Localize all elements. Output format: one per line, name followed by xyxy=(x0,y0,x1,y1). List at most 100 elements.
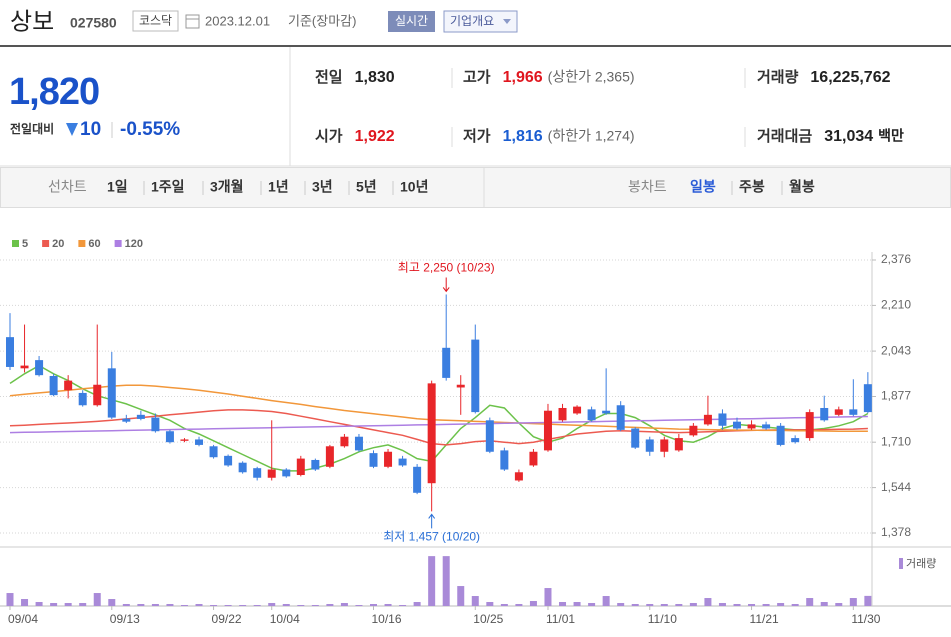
period-tab[interactable]: 3년 xyxy=(312,179,333,195)
legend-swatch xyxy=(12,240,19,247)
legend-swatch xyxy=(42,240,50,247)
chart: 2,376 2,210 2,043 1,877 1,710 1,544 1,378 09/04… xyxy=(0,238,951,626)
candle-body xyxy=(587,409,596,421)
y-tick-label: 2,043 xyxy=(881,343,911,357)
moving-average-line xyxy=(9,409,868,446)
tab-items: 1일 1주일 3개월 1년 3년 5년 10년 일봉 주봉 월봉 xyxy=(107,179,815,195)
dropdown-arrow xyxy=(503,19,511,24)
candle-body xyxy=(674,438,683,451)
volume-bar xyxy=(573,602,581,606)
candle-body xyxy=(718,413,727,426)
volume-bar xyxy=(239,605,247,606)
volume-bar xyxy=(166,604,174,606)
volume-bar xyxy=(835,603,843,606)
stock-name: 상보 xyxy=(10,8,54,35)
candle-body xyxy=(500,450,509,470)
volume-bar xyxy=(413,602,421,606)
candle-body xyxy=(325,446,334,467)
volume-bar xyxy=(399,605,407,606)
quote-sub: (상한가 2,365) xyxy=(548,69,635,85)
candle-body xyxy=(456,384,465,388)
period-tab[interactable]: 1년 xyxy=(268,179,289,195)
candle-body xyxy=(354,436,363,451)
low-arrow xyxy=(428,513,436,529)
volume-bar xyxy=(253,605,261,606)
candle-body xyxy=(78,392,87,406)
realtime-button[interactable] xyxy=(388,11,435,32)
x-tick-label: 09/13 xyxy=(110,612,140,626)
quote-value: 31,034 xyxy=(824,128,873,145)
candle-body xyxy=(35,360,44,376)
candle-body xyxy=(791,438,800,443)
candle-tab[interactable]: 주봉 xyxy=(739,179,765,195)
candle-body xyxy=(151,417,160,432)
period-tab[interactable]: 3개월 xyxy=(210,179,244,195)
company-info-label[interactable]: 기업개요 xyxy=(450,14,494,28)
candle-body xyxy=(224,455,233,466)
candle-body xyxy=(267,469,276,478)
candle-body xyxy=(762,424,771,429)
candle-body xyxy=(805,412,814,439)
volume-bar xyxy=(326,604,334,606)
volume-bar xyxy=(515,604,523,606)
candle-body xyxy=(93,384,102,406)
candle-body xyxy=(514,472,523,481)
legend-label: 60 xyxy=(88,238,100,250)
volume-bar xyxy=(64,603,72,606)
volume-bar xyxy=(733,604,741,606)
x-tick-label: 11/10 xyxy=(648,612,677,626)
candle-body xyxy=(529,451,538,466)
candle-body xyxy=(122,418,131,422)
quote-value: 1,966 xyxy=(503,69,543,86)
candle-tab[interactable]: 일봉 xyxy=(690,179,716,195)
volume-bar xyxy=(762,604,770,606)
candle-body xyxy=(6,337,14,367)
candle-body xyxy=(733,421,741,429)
quote-label: 고가 xyxy=(463,69,491,86)
period-tab[interactable]: 1일 xyxy=(107,179,128,195)
company-info-button[interactable] xyxy=(443,10,518,33)
candle-tab[interactable]: 월봉 xyxy=(789,179,815,195)
base-date: 2023.12.01 xyxy=(205,13,270,28)
high-annotation: 최고 2,250 (10/23) xyxy=(398,261,495,275)
period-tab[interactable]: 5년 xyxy=(356,179,377,195)
candle-body xyxy=(20,365,29,369)
candle-body xyxy=(616,405,625,430)
candle-body xyxy=(195,439,204,445)
volume-bar xyxy=(529,601,537,606)
volume-legend-label: 거래량 xyxy=(906,557,936,570)
candle-body xyxy=(776,425,785,445)
candle-body xyxy=(49,375,58,396)
down-triangle xyxy=(66,123,78,136)
candle-body xyxy=(485,420,494,452)
volume-bar xyxy=(849,598,857,606)
candle-body xyxy=(602,410,611,414)
volume-bar xyxy=(35,602,43,606)
period-tab[interactable]: 1주일 xyxy=(151,179,185,195)
volume-bar xyxy=(108,599,116,606)
volume-bar xyxy=(370,604,377,606)
volume-bar xyxy=(268,603,276,606)
x-tick-label: 10/16 xyxy=(372,612,402,626)
volume-bar xyxy=(777,603,785,606)
quote-value: 1,816 xyxy=(503,128,543,145)
volume-bar xyxy=(195,604,203,606)
quote-sub: 백만 xyxy=(878,128,904,144)
quote-label: 거래량 xyxy=(757,68,799,86)
x-tick-label: 11/01 xyxy=(546,612,575,626)
realtime-label[interactable]: 실시간 xyxy=(395,14,428,28)
x-tick-label: 09/22 xyxy=(212,612,242,626)
candle-body xyxy=(631,428,640,448)
candle-body xyxy=(253,468,262,478)
quote-value: 1,922 xyxy=(355,128,395,145)
candle-body xyxy=(849,409,858,415)
candle-body xyxy=(369,453,378,467)
period-tab[interactable]: 10년 xyxy=(400,179,428,195)
volume-bar xyxy=(355,605,363,606)
moving-average-line xyxy=(9,384,868,432)
x-tick-label: 11/21 xyxy=(750,612,779,626)
x-tick-label: 09/04 xyxy=(8,612,38,626)
market-badge xyxy=(132,10,179,32)
candle-body xyxy=(296,458,305,476)
quote-label: 저가 xyxy=(463,128,491,145)
